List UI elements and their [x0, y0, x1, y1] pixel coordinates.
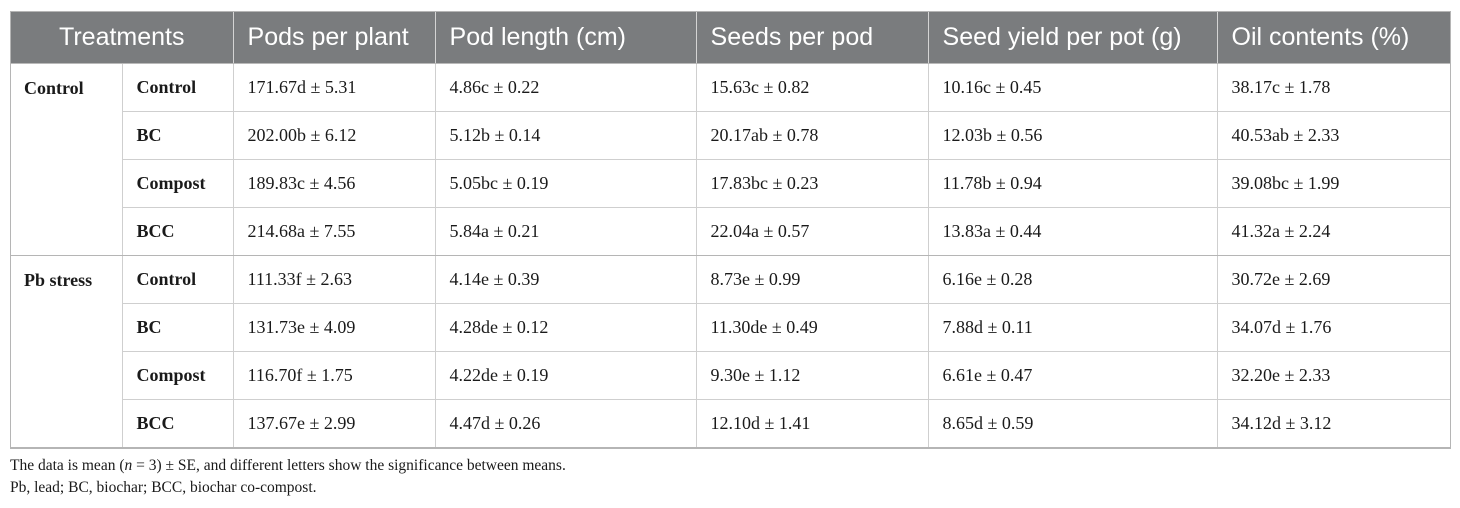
footnote-statistics: The data is mean (n = 3) ± SE, and diffe…: [10, 455, 566, 477]
oil-cell: 38.17c ± 1.78: [1217, 63, 1451, 112]
seeds-cell: 12.10d ± 1.41: [696, 399, 929, 448]
data-table: Treatments Pods per plant Pod length (cm…: [11, 12, 1451, 448]
length-cell: 5.12b ± 0.14: [435, 111, 697, 160]
seeds-cell: 11.30de ± 0.49: [696, 303, 929, 352]
treatment-cell: Control: [122, 63, 234, 112]
oil-cell: 34.12d ± 3.12: [1217, 399, 1451, 448]
header-pod-length: Pod length (cm): [435, 12, 697, 64]
length-cell: 4.86c ± 0.22: [435, 63, 697, 112]
header-pods-per-plant: Pods per plant: [233, 12, 436, 64]
pods-cell: 131.73e ± 4.09: [233, 303, 436, 352]
seeds-cell: 22.04a ± 0.57: [696, 207, 929, 256]
table-footnotes: The data is mean (n = 3) ± SE, and diffe…: [10, 455, 566, 499]
seeds-cell: 15.63c ± 0.82: [696, 63, 929, 112]
table-row: BCC 214.68a ± 7.55 5.84a ± 0.21 22.04a ±…: [11, 207, 1451, 256]
group-label-pb-stress: Pb stress: [11, 255, 123, 448]
footnote-statistics-post: = 3) ± SE, and different letters show th…: [132, 457, 566, 474]
data-table-container: Treatments Pods per plant Pod length (cm…: [10, 11, 1451, 449]
header-oil-contents: Oil contents (%): [1217, 12, 1451, 64]
length-cell: 4.28de ± 0.12: [435, 303, 697, 352]
seeds-cell: 8.73e ± 0.99: [696, 255, 929, 304]
yield-cell: 7.88d ± 0.11: [928, 303, 1218, 352]
oil-cell: 32.20e ± 2.33: [1217, 351, 1451, 400]
oil-cell: 30.72e ± 2.69: [1217, 255, 1451, 304]
table-row: Compost 189.83c ± 4.56 5.05bc ± 0.19 17.…: [11, 159, 1451, 208]
yield-cell: 13.83a ± 0.44: [928, 207, 1218, 256]
yield-cell: 11.78b ± 0.94: [928, 159, 1218, 208]
header-seeds-per-pod: Seeds per pod: [696, 12, 929, 64]
header-seed-yield: Seed yield per pot (g): [928, 12, 1218, 64]
seeds-cell: 17.83bc ± 0.23: [696, 159, 929, 208]
treatment-cell: Compost: [122, 159, 234, 208]
oil-cell: 40.53ab ± 2.33: [1217, 111, 1451, 160]
length-cell: 4.22de ± 0.19: [435, 351, 697, 400]
seeds-cell: 20.17ab ± 0.78: [696, 111, 929, 160]
group-label-control: Control: [11, 63, 123, 256]
yield-cell: 6.16e ± 0.28: [928, 255, 1218, 304]
length-cell: 4.47d ± 0.26: [435, 399, 697, 448]
table-row: Control Control 171.67d ± 5.31 4.86c ± 0…: [11, 63, 1451, 256]
table-row: BC 131.73e ± 4.09 4.28de ± 0.12 11.30de …: [11, 303, 1451, 352]
footnote-statistics-pre: The data is mean (: [10, 457, 125, 474]
pods-cell: 111.33f ± 2.63: [233, 255, 436, 304]
pods-cell: 189.83c ± 4.56: [233, 159, 436, 208]
yield-cell: 8.65d ± 0.59: [928, 399, 1218, 448]
pods-cell: 202.00b ± 6.12: [233, 111, 436, 160]
yield-cell: 12.03b ± 0.56: [928, 111, 1218, 160]
treatment-cell: Compost: [122, 351, 234, 400]
treatment-cell: Control: [122, 255, 234, 304]
yield-cell: 10.16c ± 0.45: [928, 63, 1218, 112]
header-treatments: Treatments: [11, 12, 234, 64]
footnote-n-symbol: n: [124, 457, 133, 474]
seeds-cell: 9.30e ± 1.12: [696, 351, 929, 400]
length-cell: 4.14e ± 0.39: [435, 255, 697, 304]
table-row: BC 202.00b ± 6.12 5.12b ± 0.14 20.17ab ±…: [11, 111, 1451, 160]
header-row: Treatments Pods per plant Pod length (cm…: [11, 12, 1451, 64]
table-row: Compost 116.70f ± 1.75 4.22de ± 0.19 9.3…: [11, 351, 1451, 400]
length-cell: 5.84a ± 0.21: [435, 207, 697, 256]
pods-cell: 214.68a ± 7.55: [233, 207, 436, 256]
treatment-cell: BC: [122, 303, 234, 352]
oil-cell: 41.32a ± 2.24: [1217, 207, 1451, 256]
treatment-cell: BCC: [122, 399, 234, 448]
pods-cell: 171.67d ± 5.31: [233, 63, 436, 112]
table-row: Pb stress Control 111.33f ± 2.63 4.14e ±…: [11, 255, 1451, 448]
yield-cell: 6.61e ± 0.47: [928, 351, 1218, 400]
oil-cell: 39.08bc ± 1.99: [1217, 159, 1451, 208]
footnote-abbreviations: Pb, lead; BC, biochar; BCC, biochar co-c…: [10, 479, 317, 496]
pods-cell: 116.70f ± 1.75: [233, 351, 436, 400]
treatment-cell: BCC: [122, 207, 234, 256]
pods-cell: 137.67e ± 2.99: [233, 399, 436, 448]
oil-cell: 34.07d ± 1.76: [1217, 303, 1451, 352]
treatment-cell: BC: [122, 111, 234, 160]
length-cell: 5.05bc ± 0.19: [435, 159, 697, 208]
table-row: BCC 137.67e ± 2.99 4.47d ± 0.26 12.10d ±…: [11, 399, 1451, 448]
